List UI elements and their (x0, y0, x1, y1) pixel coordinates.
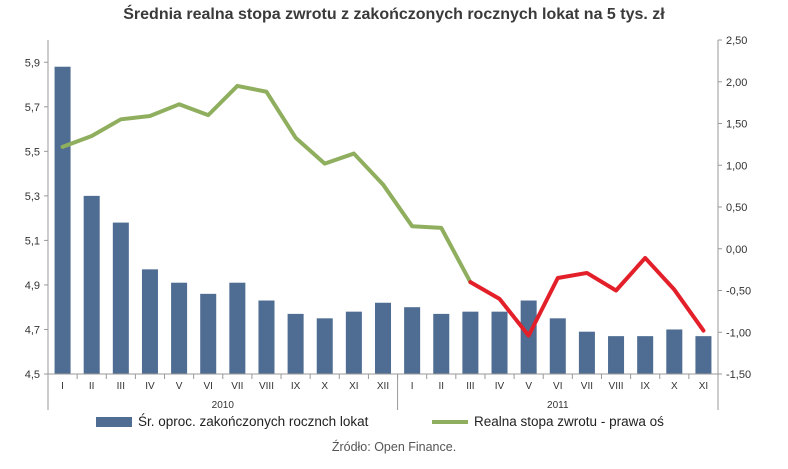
x-tick-label: X (671, 381, 678, 392)
bar (200, 293, 217, 374)
line-series-green (60, 83, 473, 285)
y-right-tick-label: -1,00 (726, 327, 751, 339)
bar (345, 311, 362, 374)
x-tick-label: VI (203, 381, 212, 392)
x-tick-label: III (117, 381, 125, 392)
bar (462, 311, 479, 374)
x-tick-label: XI (349, 381, 358, 392)
bar (287, 313, 304, 374)
x-tick-label: V (525, 381, 532, 392)
x-tick-label: VIII (609, 381, 624, 392)
y-right-tick-label: -0,50 (726, 286, 751, 298)
bar (229, 282, 246, 374)
y-right-tick-label: -1,50 (726, 369, 751, 381)
y-right-tick-label: 0,50 (726, 202, 747, 214)
bar (491, 311, 508, 374)
x-tick-label: XII (377, 381, 389, 392)
y-right-tick-label: 1,00 (726, 160, 747, 172)
y-right-tick-label: 1,50 (726, 119, 747, 131)
bar (578, 331, 595, 374)
y-left-tick-label: 5,1 (25, 235, 40, 247)
x-tick-label: III (466, 381, 474, 392)
bar (374, 302, 392, 374)
legend-item-bars: Śr. oproc. zakończonych rocznch lokat (96, 414, 368, 429)
bar (608, 336, 625, 374)
y-left-tick-label: 4,9 (25, 280, 40, 292)
x-tick-label: VII (231, 381, 243, 392)
year-label: 2011 (547, 400, 569, 411)
x-tick-label: IX (291, 381, 301, 392)
bar (141, 269, 158, 374)
x-tick-label: X (321, 381, 328, 392)
y-right-tick-label: 2,50 (726, 35, 747, 47)
y-right-tick-label: 0,00 (726, 244, 747, 256)
y-left-tick-label: 4,7 (25, 324, 40, 336)
bar (695, 336, 712, 374)
bar (54, 66, 71, 374)
bar (404, 307, 421, 374)
y-left-tick-label: 5,7 (25, 102, 40, 114)
x-tick-label: I (61, 381, 64, 392)
bar (433, 313, 450, 374)
bar (258, 300, 275, 374)
x-tick-label: I (411, 381, 414, 392)
bar (83, 195, 100, 374)
legend-label-bars: Śr. oproc. zakończonych rocznch lokat (138, 414, 369, 429)
bar (666, 329, 683, 374)
chart-title: Średnia realna stopa zwrotu z zakończony… (123, 6, 665, 23)
bar (637, 336, 654, 374)
bar (316, 318, 333, 374)
x-tick-label: IV (495, 381, 505, 392)
x-tick-label: XI (699, 381, 708, 392)
bar (549, 318, 566, 374)
legend-swatch-bars (96, 416, 132, 427)
bar (171, 282, 188, 374)
x-tick-label: VI (553, 381, 562, 392)
source-note: Źródło: Open Finance. (331, 440, 457, 454)
x-tick-label: VIII (259, 381, 274, 392)
x-tick-label: IV (145, 381, 155, 392)
x-tick-label: II (438, 381, 444, 392)
x-tick-label: VII (581, 381, 593, 392)
y-left-tick-label: 5,3 (25, 191, 40, 203)
year-label: 2010 (212, 400, 235, 411)
bar (112, 222, 129, 374)
legend-swatch-line (432, 419, 468, 424)
y-left-tick-label: 5,9 (25, 57, 40, 69)
legend-label-line: Realna stopa zwrotu - prawa oś (474, 414, 664, 429)
x-tick-label: IX (640, 381, 650, 392)
y-right-tick-label: 2,00 (726, 77, 747, 89)
x-tick-label: V (176, 381, 183, 392)
y-left-tick-label: 5,5 (25, 146, 40, 158)
line-series-red (468, 255, 706, 338)
y-left-tick-label: 4,5 (25, 369, 40, 381)
legend-item-line: Realna stopa zwrotu - prawa oś (432, 414, 664, 429)
x-tick-label: II (89, 381, 95, 392)
